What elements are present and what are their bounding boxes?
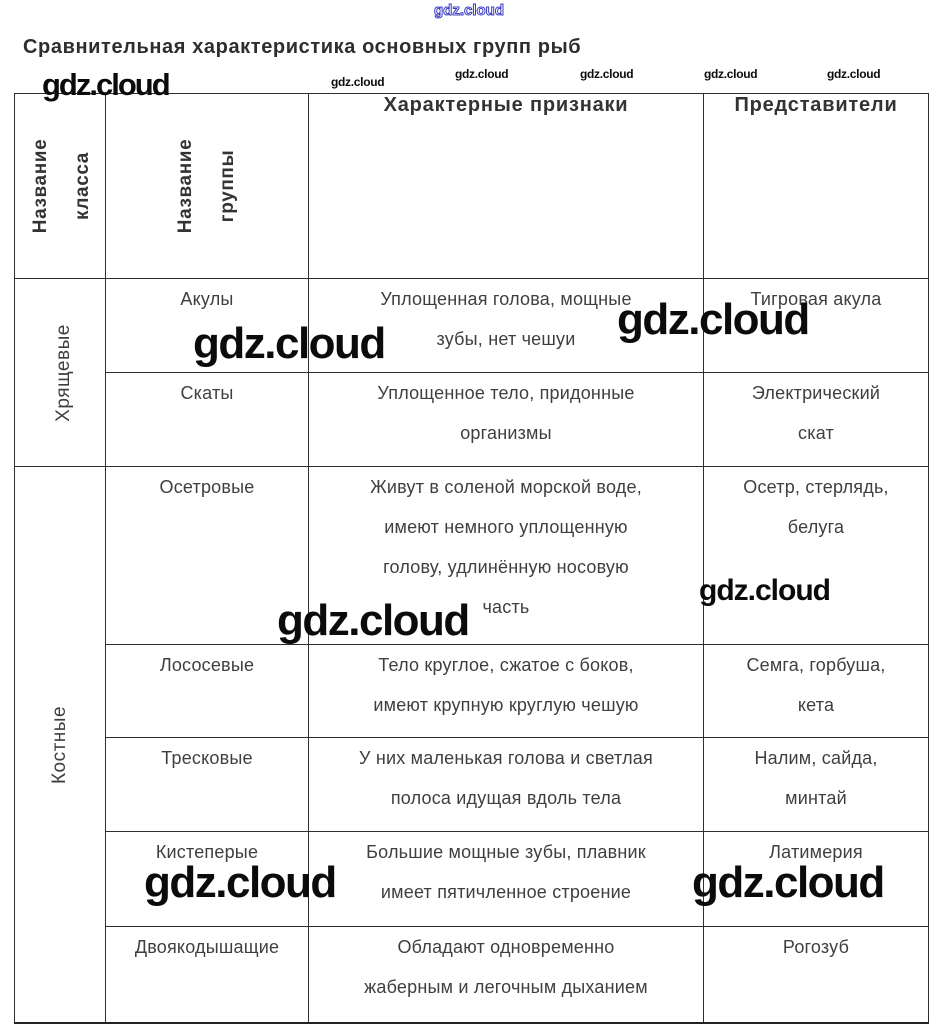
table-row: Костные Осетровые Живут в соленой морско… xyxy=(14,466,929,1023)
header-group-name-label: Название группы xyxy=(174,138,238,234)
class-cell-bony: Костные xyxy=(14,466,106,1023)
group-name-cell: Скаты xyxy=(105,372,309,467)
representatives-cell: Тигровая акула xyxy=(703,278,929,373)
header-row: Название класса Название группы Характер… xyxy=(14,93,929,279)
representatives-cell: Налим, сайда, минтай xyxy=(703,737,929,832)
group-name-cell: Двоякодышащие xyxy=(105,926,309,1023)
class-label: Хрящевые xyxy=(52,324,74,422)
representatives-cell: Латимерия xyxy=(703,831,929,927)
representatives-cell: Осетр, стерлядь, белуга xyxy=(703,466,929,645)
group-name-cell: Лососевые xyxy=(105,644,309,738)
class-label: Костные xyxy=(49,705,70,784)
watermark: gdz.cloud xyxy=(827,67,881,81)
group-name-cell: Тресковые xyxy=(105,737,309,832)
table-row: Лососевые Тело круглое, сжатое с боков, … xyxy=(15,644,929,738)
header-class-name-label: Название класса xyxy=(30,138,94,234)
header-class-name: Название класса xyxy=(14,93,106,279)
representatives-cell: Семга, горбуша, кета xyxy=(703,644,929,738)
representatives-cell: Электрический скат xyxy=(703,372,929,467)
group-name-cell: Осетровые xyxy=(105,466,309,645)
fish-comparison-table: Название класса Название группы Характер… xyxy=(14,93,929,1024)
features-cell: Уплощенная голова, мощные зубы, нет чешу… xyxy=(308,278,704,373)
table-row: Скаты Уплощенное тело, придонные организ… xyxy=(15,372,929,467)
watermark: gdz.cloud xyxy=(331,75,385,89)
header-representatives: Представители xyxy=(703,93,929,279)
features-cell: Большие мощные зубы, плавник имеет пятич… xyxy=(308,831,704,927)
page-title: Сравнительная характеристика основных гр… xyxy=(23,36,582,58)
features-cell: Уплощенное тело, придонные организмы xyxy=(308,372,704,467)
table-row: Хрящевые Акулы Уплощенная голова, мощные… xyxy=(14,278,929,467)
group-name-cell: Акулы xyxy=(105,278,309,373)
watermark-outline: gdz.cloud xyxy=(434,2,505,20)
watermark: gdz.cloud xyxy=(455,67,509,81)
features-cell: У них маленькая голова и светлая полоса … xyxy=(308,737,704,832)
features-cell: Тело круглое, сжатое с боков, имеют круп… xyxy=(308,644,704,738)
header-features: Характерные признаки xyxy=(308,93,704,279)
table-row: Кистеперые Большие мощные зубы, плавник … xyxy=(15,831,929,927)
representatives-cell: Рогозуб xyxy=(703,926,929,1023)
watermark: gdz.cloud xyxy=(704,67,758,81)
features-cell: Живут в соленой морской воде, имеют немн… xyxy=(308,466,704,645)
header-group-name: Название группы xyxy=(105,93,309,279)
features-cell: Обладают одновременно жаберным и легочны… xyxy=(308,926,704,1023)
class-cell-cartilaginous: Хрящевые xyxy=(14,278,106,467)
table-row: Тресковые У них маленькая голова и светл… xyxy=(15,737,929,832)
table-row: Двоякодышащие Обладают одновременно жабе… xyxy=(15,926,929,1023)
group-name-cell: Кистеперые xyxy=(105,831,309,927)
watermark: gdz.cloud xyxy=(580,67,634,81)
